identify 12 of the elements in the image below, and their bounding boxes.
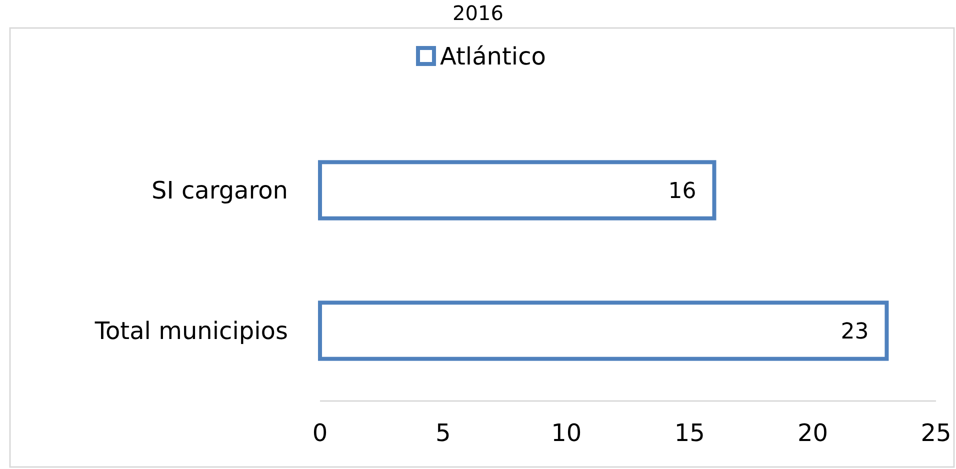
y-tick-label: Total municipios <box>94 317 288 346</box>
chart-title: 2016 <box>452 1 504 25</box>
x-tick-label: 5 <box>436 419 451 447</box>
x-tick-label: 20 <box>798 419 828 447</box>
legend-label: Atlántico <box>440 42 546 70</box>
x-tick-label: 15 <box>674 419 705 447</box>
x-tick-label: 25 <box>920 419 952 447</box>
data-label: 23 <box>840 319 869 344</box>
y-tick-label: SI cargaron <box>152 176 288 205</box>
data-label: 16 <box>668 178 696 204</box>
x-tick-label: 10 <box>551 419 582 447</box>
x-tick-label: 0 <box>312 419 328 447</box>
